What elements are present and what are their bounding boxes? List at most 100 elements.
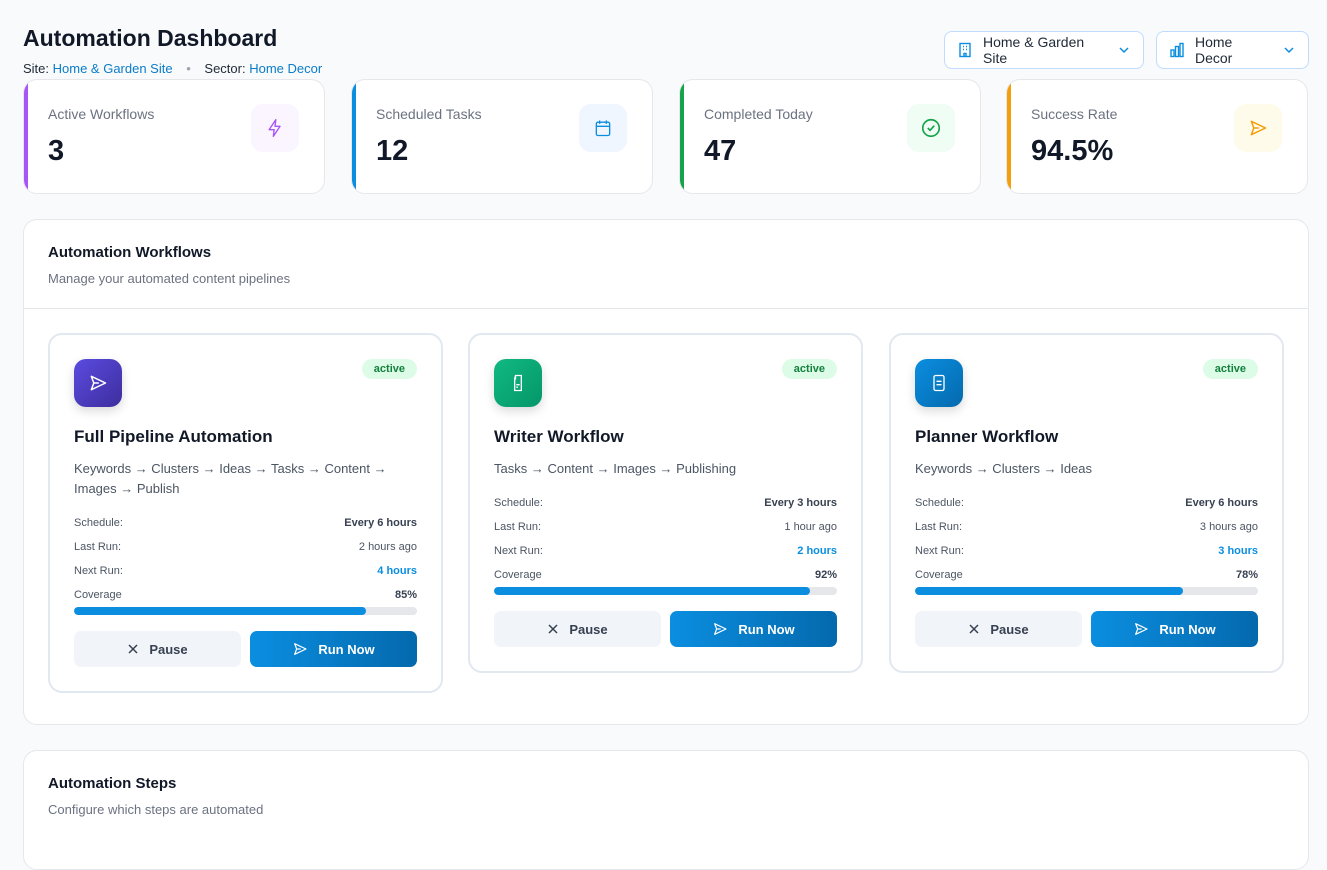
coverage-value: 92% bbox=[814, 569, 837, 581]
workflow-title: Writer Workflow bbox=[494, 427, 624, 446]
next-run-value: 4 hours bbox=[377, 565, 417, 577]
coverage-value: 85% bbox=[394, 589, 417, 601]
accent-bar bbox=[680, 80, 684, 193]
lightning-icon bbox=[251, 104, 299, 152]
sector-value: Home Decor bbox=[249, 61, 323, 76]
coverage-progress-bar bbox=[494, 587, 837, 595]
pause-button[interactable]: Pause bbox=[494, 611, 661, 647]
status-badge: active bbox=[1202, 359, 1258, 379]
pause-label: Pause bbox=[569, 621, 608, 637]
coverage-value: 78% bbox=[1235, 569, 1258, 581]
coverage-row: Coverage 78% bbox=[915, 569, 1258, 581]
run-now-button[interactable]: Run Now bbox=[670, 611, 837, 647]
last-run-value: 1 hour ago bbox=[784, 521, 837, 533]
schedule-label: Schedule: bbox=[494, 497, 543, 509]
chevron-down-icon bbox=[1284, 47, 1294, 54]
accent-bar bbox=[352, 80, 356, 193]
accent-bar bbox=[1007, 80, 1011, 193]
separator: • bbox=[186, 61, 191, 76]
close-icon bbox=[548, 624, 558, 634]
workflow-card: active Full Pipeline Automation Keywords… bbox=[48, 333, 443, 693]
site-label: Site: bbox=[23, 61, 50, 76]
workflow-card: active Planner Workflow Keywords → Clust… bbox=[889, 333, 1284, 673]
stat-value: 94.5% bbox=[1031, 135, 1114, 167]
stat-card-scheduled-tasks: Scheduled Tasks 12 bbox=[351, 79, 653, 194]
coverage-progress-fill bbox=[494, 587, 810, 595]
section-title: Automation Workflows bbox=[48, 244, 212, 261]
automation-workflows-panel: Automation Workflows Manage your automat… bbox=[23, 219, 1309, 725]
next-run-value: 3 hours bbox=[1218, 545, 1258, 557]
accent-bar bbox=[24, 80, 28, 193]
send-icon bbox=[292, 641, 308, 657]
stat-label: Scheduled Tasks bbox=[376, 106, 482, 122]
close-icon bbox=[969, 624, 979, 634]
run-now-button[interactable]: Run Now bbox=[1091, 611, 1258, 647]
run-now-button[interactable]: Run Now bbox=[250, 631, 417, 667]
file-icon bbox=[494, 359, 542, 407]
last-run-row: Last Run: 3 hours ago bbox=[915, 515, 1258, 539]
coverage-progress-fill bbox=[74, 607, 366, 615]
workflow-pipeline: Keywords → Clusters → Ideas → Tasks → Co… bbox=[74, 461, 387, 496]
coverage-label: Coverage bbox=[915, 569, 963, 581]
last-run-label: Last Run: bbox=[494, 521, 542, 533]
sector-label: Sector: bbox=[204, 61, 246, 76]
coverage-row: Coverage 85% bbox=[74, 589, 417, 601]
run-now-label: Run Now bbox=[318, 641, 375, 657]
check-circle-icon bbox=[907, 104, 955, 152]
run-now-label: Run Now bbox=[738, 621, 795, 637]
coverage-progress-bar bbox=[915, 587, 1258, 595]
stat-label: Success Rate bbox=[1031, 106, 1118, 122]
last-run-value: 2 hours ago bbox=[358, 541, 417, 553]
site-sector-info: Site: Home & Garden Site • Sector: Home … bbox=[23, 61, 322, 76]
pause-label: Pause bbox=[149, 641, 188, 657]
send-icon bbox=[74, 359, 122, 407]
stat-card-active-workflows: Active Workflows 3 bbox=[23, 79, 325, 194]
stat-label: Active Workflows bbox=[48, 106, 155, 122]
send-icon bbox=[1133, 621, 1149, 637]
schedule-value: Every 6 hours bbox=[344, 517, 417, 529]
next-run-row: Next Run: 3 hours bbox=[915, 539, 1258, 563]
status-badge: active bbox=[361, 359, 417, 379]
chevron-down-icon bbox=[1119, 47, 1129, 54]
pause-button[interactable]: Pause bbox=[915, 611, 1082, 647]
schedule-label: Schedule: bbox=[915, 497, 964, 509]
divider bbox=[24, 308, 1308, 309]
schedule-row: Schedule: Every 3 hours bbox=[494, 491, 837, 515]
next-run-row: Next Run: 2 hours bbox=[494, 539, 837, 563]
send-icon bbox=[712, 621, 728, 637]
coverage-row: Coverage 92% bbox=[494, 569, 837, 581]
pause-button[interactable]: Pause bbox=[74, 631, 241, 667]
schedule-value: Every 6 hours bbox=[1185, 497, 1258, 509]
bar-chart-icon bbox=[1170, 42, 1184, 58]
next-run-label: Next Run: bbox=[915, 545, 964, 557]
next-run-value: 2 hours bbox=[797, 545, 837, 557]
stat-value: 3 bbox=[48, 135, 65, 167]
next-run-label: Next Run: bbox=[74, 565, 123, 577]
site-value: Home & Garden Site bbox=[52, 61, 173, 76]
last-run-row: Last Run: 1 hour ago bbox=[494, 515, 837, 539]
status-badge: active bbox=[781, 359, 837, 379]
sector-selector[interactable]: Home Decor bbox=[1156, 31, 1309, 69]
section-title: Automation Steps bbox=[48, 775, 177, 792]
next-run-label: Next Run: bbox=[494, 545, 543, 557]
schedule-value: Every 3 hours bbox=[764, 497, 837, 509]
sector-selector-label: Home Decor bbox=[1195, 34, 1233, 66]
last-run-label: Last Run: bbox=[915, 521, 963, 533]
workflow-pipeline: Keywords → Clusters → Ideas bbox=[915, 461, 1093, 476]
next-run-row: Next Run: 4 hours bbox=[74, 559, 417, 583]
site-selector-label: Home & Garden Site bbox=[983, 34, 1085, 66]
stat-value: 47 bbox=[704, 135, 737, 167]
coverage-label: Coverage bbox=[494, 569, 542, 581]
schedule-row: Schedule: Every 6 hours bbox=[915, 491, 1258, 515]
stat-label: Completed Today bbox=[704, 106, 813, 122]
coverage-progress-fill bbox=[915, 587, 1183, 595]
close-icon bbox=[128, 644, 138, 654]
calendar-icon bbox=[579, 104, 627, 152]
run-now-label: Run Now bbox=[1159, 621, 1216, 637]
workflow-card: active Writer Workflow Tasks → Content →… bbox=[468, 333, 863, 673]
coverage-label: Coverage bbox=[74, 589, 122, 601]
workflow-title: Planner Workflow bbox=[915, 427, 1059, 446]
last-run-row: Last Run: 2 hours ago bbox=[74, 535, 417, 559]
section-description: Configure which steps are automated bbox=[48, 802, 264, 817]
site-selector[interactable]: Home & Garden Site bbox=[944, 31, 1144, 69]
